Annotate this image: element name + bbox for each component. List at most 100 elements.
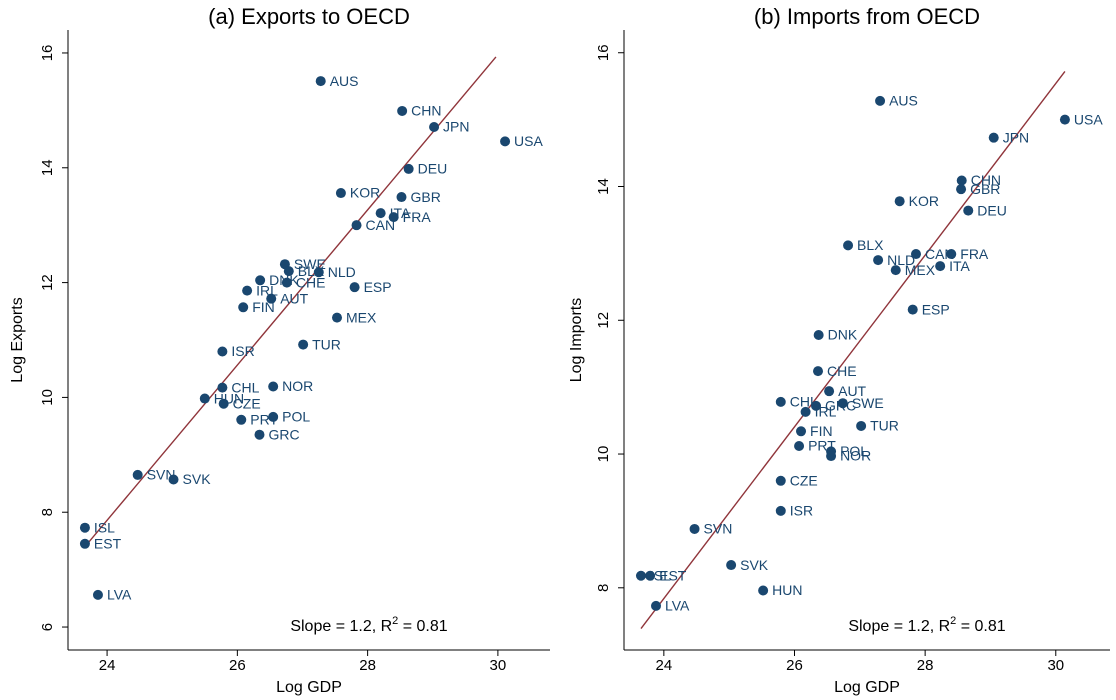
y-tick-label: 12	[595, 312, 612, 329]
point	[988, 132, 999, 143]
point	[651, 600, 662, 611]
point-label: CHL	[231, 379, 259, 395]
point-label: NOR	[840, 448, 871, 464]
point	[843, 240, 854, 251]
y-axis-title: Log Exports	[9, 297, 26, 382]
point	[500, 136, 511, 147]
point	[890, 265, 901, 276]
point-label: BLX	[857, 237, 884, 253]
point	[429, 122, 440, 133]
point-label: USA	[514, 133, 543, 149]
annotation-part: Slope = 1.2, R	[848, 618, 950, 635]
point	[910, 249, 921, 260]
point	[375, 208, 386, 219]
point	[775, 396, 786, 407]
point-label: KOR	[909, 193, 939, 209]
point-label: NOR	[282, 378, 313, 394]
point-label: ISR	[790, 503, 813, 519]
point	[349, 282, 360, 293]
fit-line	[640, 71, 1066, 630]
point	[689, 523, 700, 534]
y-axis-title: Log Imports	[568, 298, 585, 382]
point	[813, 366, 824, 377]
point-label: CZE	[790, 472, 818, 488]
point-label: SVK	[740, 557, 769, 573]
point	[217, 346, 228, 357]
annotation-part: = 0.81	[956, 618, 1005, 635]
point	[79, 522, 90, 533]
annotation: Slope = 1.2, R2 = 0.81	[290, 615, 447, 635]
point	[242, 285, 253, 296]
point	[794, 441, 805, 452]
point	[946, 249, 957, 260]
point-label: POL	[840, 443, 868, 459]
panel: (a) Exports to OECD Log GDP Log Exports 24 2…	[9, 4, 550, 696]
point	[800, 406, 811, 417]
point	[168, 474, 179, 485]
annotation-part: = 0.81	[398, 618, 447, 635]
point	[266, 293, 277, 304]
point-label: JPN	[443, 119, 469, 135]
point-label: SWE	[852, 395, 884, 411]
point	[956, 175, 967, 186]
x-tick-label: 24	[656, 657, 673, 674]
point-label: ISL	[650, 567, 671, 583]
point-label: ISL	[94, 519, 115, 535]
point-label: FRA	[403, 209, 432, 225]
point-label: SVK	[183, 471, 212, 487]
point-label: ESP	[364, 279, 392, 295]
point	[268, 411, 279, 422]
point	[397, 105, 408, 116]
annotation-part: Slope = 1.2, R	[290, 618, 392, 635]
point	[645, 570, 656, 581]
x-tick-label: 28	[359, 657, 376, 674]
point	[313, 267, 324, 278]
point-label: CHN	[411, 103, 441, 119]
y-tick-label: 8	[39, 508, 56, 516]
point	[268, 381, 279, 392]
point-label: CHE	[296, 274, 326, 290]
point	[335, 188, 346, 199]
point-label: ESP	[922, 301, 950, 317]
point-label: DNK	[828, 327, 858, 343]
point	[837, 398, 848, 409]
point-label: HUN	[772, 582, 802, 598]
y-tick-label: 8	[595, 584, 612, 592]
point-label: POL	[282, 409, 310, 425]
point	[956, 184, 967, 195]
point	[254, 429, 265, 440]
point	[403, 163, 414, 174]
point	[635, 570, 646, 581]
y-tick-label: 16	[595, 44, 612, 61]
point-label: LVA	[665, 598, 690, 614]
x-tick-label: 24	[99, 657, 116, 674]
point	[796, 426, 807, 437]
chart-title: (a) Exports to OECD	[208, 4, 410, 29]
point	[92, 589, 103, 600]
point-label: GBR	[410, 189, 440, 205]
y-tick-label: 10	[595, 446, 612, 463]
annotation-part: 2	[950, 615, 956, 627]
point	[351, 220, 362, 231]
point-label: DEU	[418, 161, 448, 177]
x-axis-title: Log GDP	[834, 679, 900, 696]
point	[79, 538, 90, 549]
point	[396, 192, 407, 203]
y-tick-label: 14	[39, 159, 56, 176]
chart-title: (b) Imports from OECD	[754, 4, 980, 29]
point	[281, 277, 292, 288]
point-label: GBR	[970, 181, 1000, 197]
point	[315, 76, 326, 87]
point-label: AUS	[889, 93, 918, 109]
point-label: ITA	[949, 258, 970, 274]
point	[255, 275, 266, 286]
fit-line	[84, 56, 497, 548]
panel: (b) Imports from OECD Log GDP Log Imports 2…	[568, 4, 1110, 696]
annotation: Slope = 1.2, R2 = 0.81	[848, 615, 1005, 635]
point-label: FIN	[810, 423, 833, 439]
point-label: AUT	[280, 290, 308, 306]
x-tick-label: 26	[786, 657, 803, 674]
point-label: JPN	[1003, 129, 1029, 145]
